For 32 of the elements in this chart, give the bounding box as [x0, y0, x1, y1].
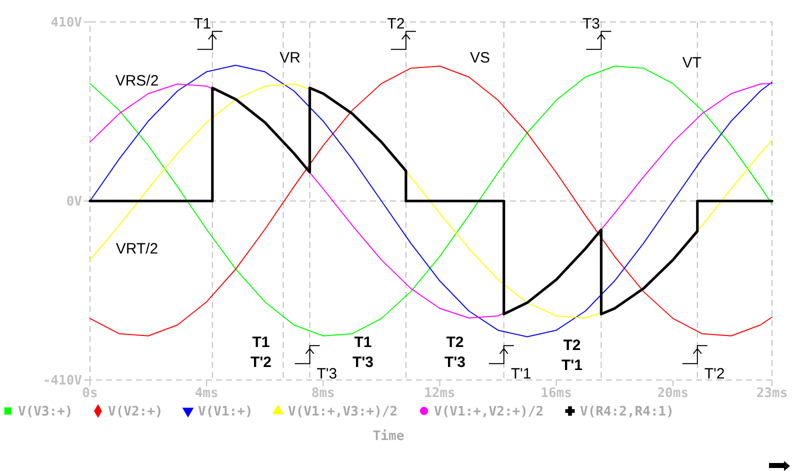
annotation: T'2 [704, 366, 725, 383]
legend-label: V(V1:+,V2:+)/2 [434, 404, 544, 420]
x-axis-title: Time [372, 429, 404, 444]
x-tick-label: 8ms [311, 386, 335, 401]
annotation: T'3 [316, 366, 338, 383]
y-tick-label: 0V [66, 194, 82, 210]
legend-label: V(V3:+) [18, 404, 73, 420]
legend-label: V(V2:+) [108, 404, 163, 420]
annotation: T1 T'3 [352, 334, 374, 371]
annotation: VRS/2 [115, 72, 159, 90]
annotation: T2 T'3 [444, 334, 466, 371]
legend-label: V(V1:+,V3:+)/2 [288, 404, 398, 420]
annotation: VT [682, 54, 702, 72]
x-tick-label: 16ms [540, 386, 572, 401]
x-tick-label: 23ms [756, 386, 788, 401]
x-tick-label: 4ms [194, 386, 218, 401]
y-tick-label: 410V [50, 16, 82, 31]
annotation: T3 [582, 15, 600, 32]
x-tick-label: 0s [82, 386, 98, 401]
legend-label: V(V1:+) [198, 404, 253, 420]
annotation: VR [280, 49, 301, 66]
legend-label: V(R4:2,R4:1) [580, 404, 674, 420]
annotation: T1 [194, 15, 212, 32]
annotation: VS [470, 49, 490, 66]
annotation: T1 T'2 [250, 334, 272, 371]
annotation: VRT/2 [116, 240, 158, 258]
annotation: T2 [387, 15, 405, 32]
annotation: T2 T'1 [561, 337, 583, 374]
x-tick-label: 12ms [424, 386, 456, 401]
y-tick-label: -410V [42, 374, 82, 389]
annotation: T'1 [510, 366, 532, 383]
x-tick-label: 20ms [657, 386, 689, 401]
